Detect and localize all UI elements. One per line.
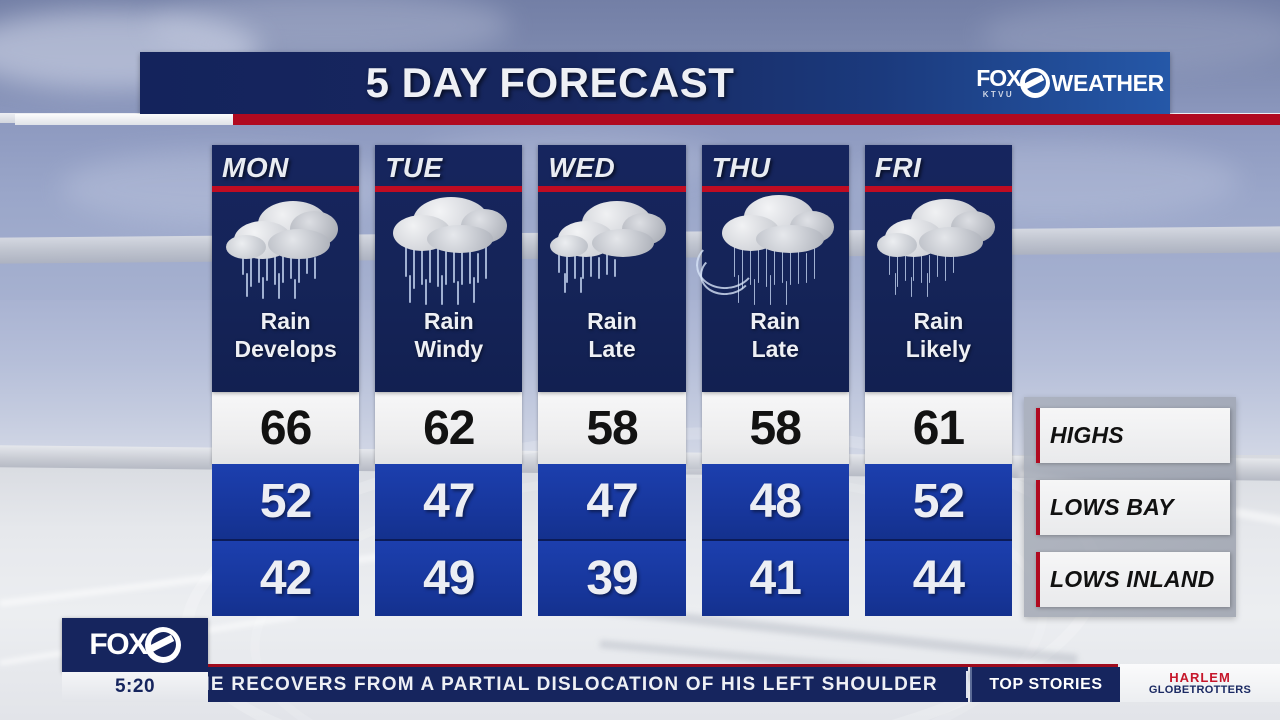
condition-line-2: Develops bbox=[234, 336, 337, 363]
condition-text: Rain Late bbox=[706, 307, 845, 363]
legend-row-lows-bay: LOWS BAY bbox=[1036, 480, 1230, 535]
ticker-headline-text: HE RECOVERS FROM A PARTIAL DISLOCATION O… bbox=[208, 673, 938, 695]
ktvu-text: KTVU bbox=[982, 90, 1015, 99]
sponsor-line-2: GLOBETROTTERS bbox=[1148, 683, 1252, 696]
condition-line-2: Late bbox=[751, 336, 799, 363]
day-rule bbox=[701, 186, 849, 192]
low-inland-temp: 49 bbox=[375, 539, 523, 616]
weather-text: WEATHER bbox=[1051, 69, 1165, 96]
forecast-day-column[interactable]: FRI bbox=[864, 145, 1013, 616]
condition-line-1: Rain bbox=[423, 308, 474, 334]
legend-label: LOWS BAY bbox=[1050, 494, 1174, 520]
news-ticker: HE RECOVERS FROM A PARTIAL DISLOCATION O… bbox=[208, 664, 1280, 702]
forecast-day-column[interactable]: WED bbox=[538, 145, 686, 616]
forecast-day-column[interactable]: MON bbox=[212, 145, 360, 616]
condition-line-1: Rain bbox=[750, 308, 801, 334]
fox-weather-logo: FOX KTVU WEATHER bbox=[976, 66, 1164, 100]
temperature-legend: HIGHS LOWS BAY LOWS INLAND bbox=[1024, 397, 1236, 617]
weather-icon-area bbox=[212, 195, 359, 310]
forecast-day-column[interactable]: TUE bbox=[375, 145, 523, 616]
day-panel: FRI bbox=[864, 145, 1013, 392]
day-rule bbox=[538, 186, 686, 192]
day-panel: MON bbox=[212, 145, 360, 392]
channel-two-icon bbox=[1019, 68, 1050, 98]
day-rule bbox=[212, 186, 360, 192]
ticker-section-text: TOP STORIES bbox=[989, 675, 1103, 693]
condition-line-1: Rain bbox=[913, 308, 964, 334]
low-bay-temp: 47 bbox=[538, 464, 686, 539]
sponsor-line-1: HARLEM bbox=[1169, 669, 1231, 685]
weather-icon-area bbox=[865, 195, 1012, 310]
fox-wordmark: FOX KTVU bbox=[976, 65, 1021, 99]
legend-row-lows-inland: LOWS INLAND bbox=[1036, 552, 1230, 607]
legend-label: LOWS INLAND bbox=[1050, 566, 1215, 592]
condition-text: Rain Develops bbox=[216, 307, 355, 363]
high-temp: 66 bbox=[212, 392, 360, 464]
condition-line-1: Rain bbox=[587, 308, 637, 334]
day-panel: WED bbox=[538, 145, 686, 392]
low-inland-temp: 41 bbox=[701, 539, 849, 616]
channel-two-icon bbox=[144, 627, 181, 663]
forecast-day-column[interactable]: THU bbox=[693, 145, 849, 616]
high-temp: 58 bbox=[538, 392, 686, 464]
rain-streaks bbox=[554, 245, 634, 303]
header-underline-white bbox=[15, 114, 233, 125]
rain-streaks bbox=[236, 243, 322, 305]
fox-text: FOX bbox=[89, 628, 148, 661]
forecast-header-bar: 5 DAY FORECAST FOX KTVU WEATHER bbox=[140, 52, 1170, 114]
day-name: TUE bbox=[385, 152, 443, 183]
rain-cloud-icon bbox=[375, 195, 522, 310]
fox2-logo: FOX bbox=[62, 618, 208, 672]
weather-icon-area bbox=[375, 195, 522, 310]
low-bay-temp: 52 bbox=[212, 464, 360, 539]
rain-wind-cloud-icon bbox=[693, 195, 849, 310]
low-inland-temp: 42 bbox=[212, 539, 360, 616]
fox-text: FOX bbox=[976, 65, 1021, 91]
condition-line-2: Windy bbox=[414, 336, 484, 363]
rain-streaks bbox=[730, 239, 826, 307]
weather-icon-area bbox=[538, 195, 685, 310]
rain-cloud-icon bbox=[538, 195, 685, 310]
day-rule bbox=[864, 186, 1013, 192]
ticker-caret bbox=[966, 671, 968, 698]
low-bay-temp: 48 bbox=[701, 464, 849, 539]
condition-line-1: Rain bbox=[260, 308, 311, 334]
legend-row-highs: HIGHS bbox=[1036, 408, 1230, 463]
ticker-crawl: HE RECOVERS FROM A PARTIAL DISLOCATION O… bbox=[208, 667, 968, 702]
rain-streaks bbox=[401, 239, 497, 307]
day-name: WED bbox=[548, 152, 616, 183]
day-panel: THU bbox=[693, 145, 849, 392]
header-underline-red bbox=[233, 114, 1280, 125]
low-inland-temp: 44 bbox=[864, 539, 1013, 616]
low-bay-temp: 52 bbox=[864, 464, 1013, 539]
condition-line-2: Late bbox=[588, 336, 636, 363]
rain-cloud-icon bbox=[865, 195, 1012, 310]
day-name: THU bbox=[711, 152, 771, 183]
station-bug: FOX 5:20 bbox=[62, 618, 208, 702]
ticker-section-label[interactable]: TOP STORIES bbox=[970, 667, 1120, 702]
day-name: MON bbox=[222, 152, 289, 183]
low-inland-temp: 39 bbox=[538, 539, 686, 616]
clock-time: 5:20 bbox=[62, 672, 208, 702]
condition-text: Rain Late bbox=[542, 307, 681, 363]
low-bay-temp: 47 bbox=[375, 464, 523, 539]
condition-text: Rain Windy bbox=[379, 307, 518, 363]
page-title: 5 DAY FORECAST bbox=[365, 59, 735, 106]
day-name: FRI bbox=[874, 152, 922, 183]
day-rule bbox=[375, 186, 523, 192]
sponsor-logo: HARLEM GLOBETROTTERS bbox=[1120, 664, 1280, 702]
condition-line-2: Likely bbox=[905, 336, 972, 363]
high-temp: 62 bbox=[375, 392, 523, 464]
rain-cloud-icon bbox=[212, 195, 359, 310]
high-temp: 61 bbox=[864, 392, 1013, 464]
ticker-red-line bbox=[208, 664, 1118, 667]
forecast-columns: MON bbox=[212, 145, 1013, 616]
legend-label: HIGHS bbox=[1050, 422, 1124, 448]
cloud-blob bbox=[150, 0, 510, 60]
condition-text: Rain Likely bbox=[869, 307, 1008, 363]
rain-streaks bbox=[885, 243, 971, 305]
high-temp: 58 bbox=[701, 392, 849, 464]
weather-icon-area bbox=[693, 195, 849, 310]
day-panel: TUE bbox=[375, 145, 523, 392]
